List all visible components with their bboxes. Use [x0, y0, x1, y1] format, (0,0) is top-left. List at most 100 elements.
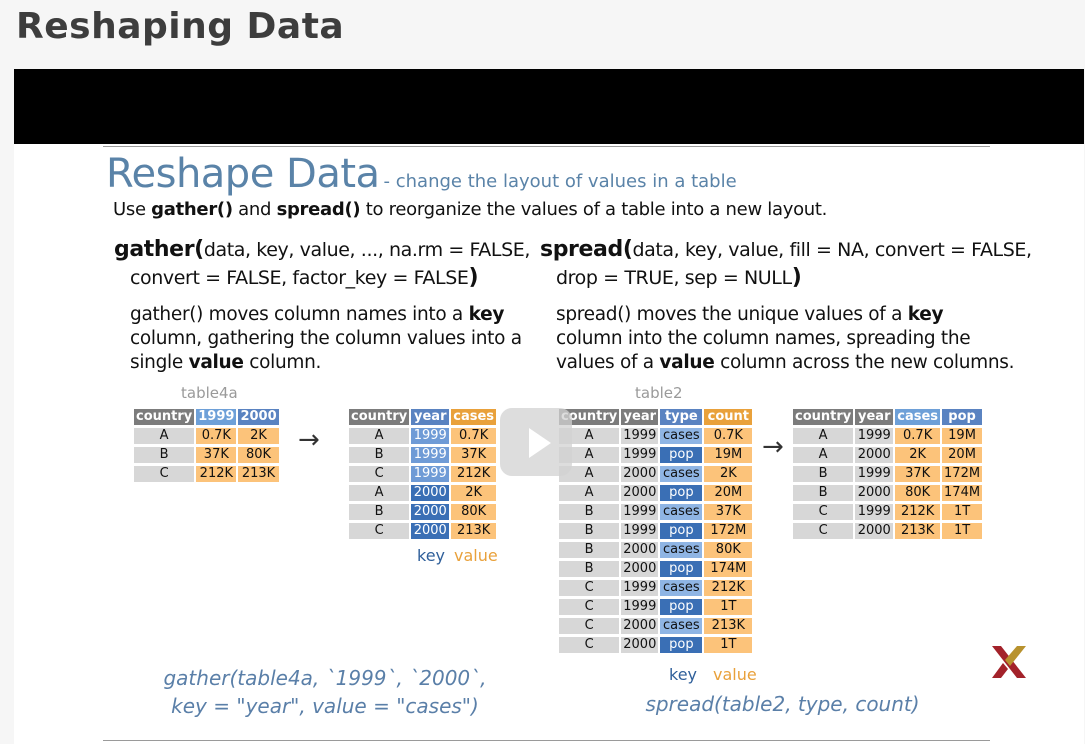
- cell: 20M: [942, 447, 983, 463]
- cell: C: [793, 523, 854, 539]
- desc-bold: key: [907, 304, 944, 325]
- video-player[interactable]: [14, 69, 1084, 744]
- cell: A: [134, 428, 195, 444]
- cell: A: [349, 428, 410, 444]
- right-arrow-icon: →: [298, 425, 320, 455]
- video-top-bar: [14, 69, 1084, 144]
- col-header: 2000: [238, 409, 279, 425]
- cell: cases: [660, 618, 703, 634]
- cell: 2000: [855, 523, 894, 539]
- paren: ): [468, 265, 479, 290]
- table-row: B 1999 cases 37K: [559, 504, 753, 520]
- cell: A: [793, 428, 854, 444]
- desc-text: column across the new columns.: [714, 352, 1015, 373]
- paren: (: [194, 237, 204, 262]
- table-row: B 2000 pop 174M: [559, 561, 753, 577]
- desc-text: spread() moves the unique values of a: [556, 304, 908, 325]
- cell: 2000: [411, 485, 450, 501]
- cell: A: [793, 447, 854, 463]
- cell: 2000: [855, 485, 894, 501]
- table-row: B 1999 pop 172M: [559, 523, 753, 539]
- cell: 213K: [451, 523, 497, 539]
- table-row: A 1999 pop 19M: [559, 447, 753, 463]
- spread-args-line2: drop = TRUE, sep = NULL: [556, 267, 792, 289]
- slide-title: Reshape Data: [106, 151, 380, 197]
- cell: C: [559, 580, 620, 596]
- cell: 2000: [621, 561, 659, 577]
- cell: 2K: [238, 428, 279, 444]
- cell: 20M: [704, 485, 753, 501]
- table-row: B 2000 80K: [349, 504, 497, 520]
- spread-code-example: spread(table2, type, count): [645, 692, 920, 716]
- cell: pop: [660, 485, 703, 501]
- cell: 1T: [942, 504, 983, 520]
- gather-key-label: key: [417, 546, 446, 565]
- desc-text: single: [130, 352, 189, 373]
- table-row: C 212K 213K: [134, 466, 279, 482]
- cell: C: [793, 504, 854, 520]
- col-header: country: [559, 409, 620, 425]
- cell: B: [349, 447, 410, 463]
- cell: 1999: [855, 504, 894, 520]
- spread-description: spread() moves the unique values of a ke…: [556, 303, 1015, 375]
- table-header-row: country 1999 2000: [134, 409, 279, 425]
- cell: 80K: [451, 504, 497, 520]
- cell: 172M: [704, 523, 753, 539]
- desc-bold: value: [188, 352, 244, 373]
- cell: 1999: [411, 447, 450, 463]
- slide-divider-bottom: [103, 740, 990, 741]
- cell: 2K: [704, 466, 753, 482]
- cell: 212K: [704, 580, 753, 596]
- cell: 1T: [942, 523, 983, 539]
- cell: 212K: [895, 504, 941, 520]
- play-button[interactable]: [500, 408, 572, 476]
- table-row: C 1999 212K 1T: [793, 504, 983, 520]
- cell: 19M: [942, 428, 983, 444]
- gather-args-line2: convert = FALSE, factor_key = FALSE: [130, 267, 469, 289]
- gather-args-cont: convert = FALSE, factor_key = FALSE): [114, 264, 530, 292]
- cell: 2000: [621, 637, 659, 653]
- cell: pop: [660, 447, 703, 463]
- cell: A: [349, 485, 410, 501]
- slide-subtitle: - change the layout of values in a table: [383, 171, 737, 192]
- cell: A: [559, 466, 620, 482]
- table-row: C 2000 213K: [349, 523, 497, 539]
- cell: pop: [660, 637, 703, 653]
- table-row: A 1999 0.7K 19M: [793, 428, 983, 444]
- cell: 0.7K: [451, 428, 497, 444]
- col-header: cases: [895, 409, 941, 425]
- intro-spread: spread(): [276, 199, 361, 220]
- cell: 80K: [238, 447, 279, 463]
- desc-text: column.: [243, 352, 322, 373]
- table-row: C 1999 cases 212K: [559, 580, 753, 596]
- col-header: country: [134, 409, 195, 425]
- table-row: A 0.7K 2K: [134, 428, 279, 444]
- cell: 212K: [451, 466, 497, 482]
- table-row: C 2000 pop 1T: [559, 637, 753, 653]
- cell: C: [559, 637, 620, 653]
- cell: 172M: [942, 466, 983, 482]
- cell: 2K: [451, 485, 497, 501]
- gather-fn-name: gather: [114, 237, 195, 262]
- gather-args: data, key, value, ..., na.rm = FALSE,: [203, 239, 531, 261]
- cell: 1999: [621, 428, 659, 444]
- slide-intro: Use gather() and spread() to reorganize …: [113, 199, 827, 220]
- cell: 2000: [621, 466, 659, 482]
- cell: cases: [660, 428, 703, 444]
- cell: B: [134, 447, 195, 463]
- spread-fn-name: spread: [540, 237, 623, 262]
- cell: B: [559, 542, 620, 558]
- code-line: gather(table4a, `1999`, `2000`,: [163, 666, 487, 690]
- cell: B: [793, 485, 854, 501]
- table-header-row: country year cases: [349, 409, 497, 425]
- cell: 1999: [855, 466, 894, 482]
- gather-signature: gather(data, key, value, ..., na.rm = FA…: [114, 236, 530, 292]
- table-row: C 2000 213K 1T: [793, 523, 983, 539]
- col-header: year: [411, 409, 450, 425]
- table-row: A 2000 pop 20M: [559, 485, 753, 501]
- col-header: country: [349, 409, 410, 425]
- spread-value-label: value: [713, 665, 757, 684]
- spread-args: data, key, value, fill = NA, convert = F…: [632, 239, 1032, 261]
- cell: cases: [660, 504, 703, 520]
